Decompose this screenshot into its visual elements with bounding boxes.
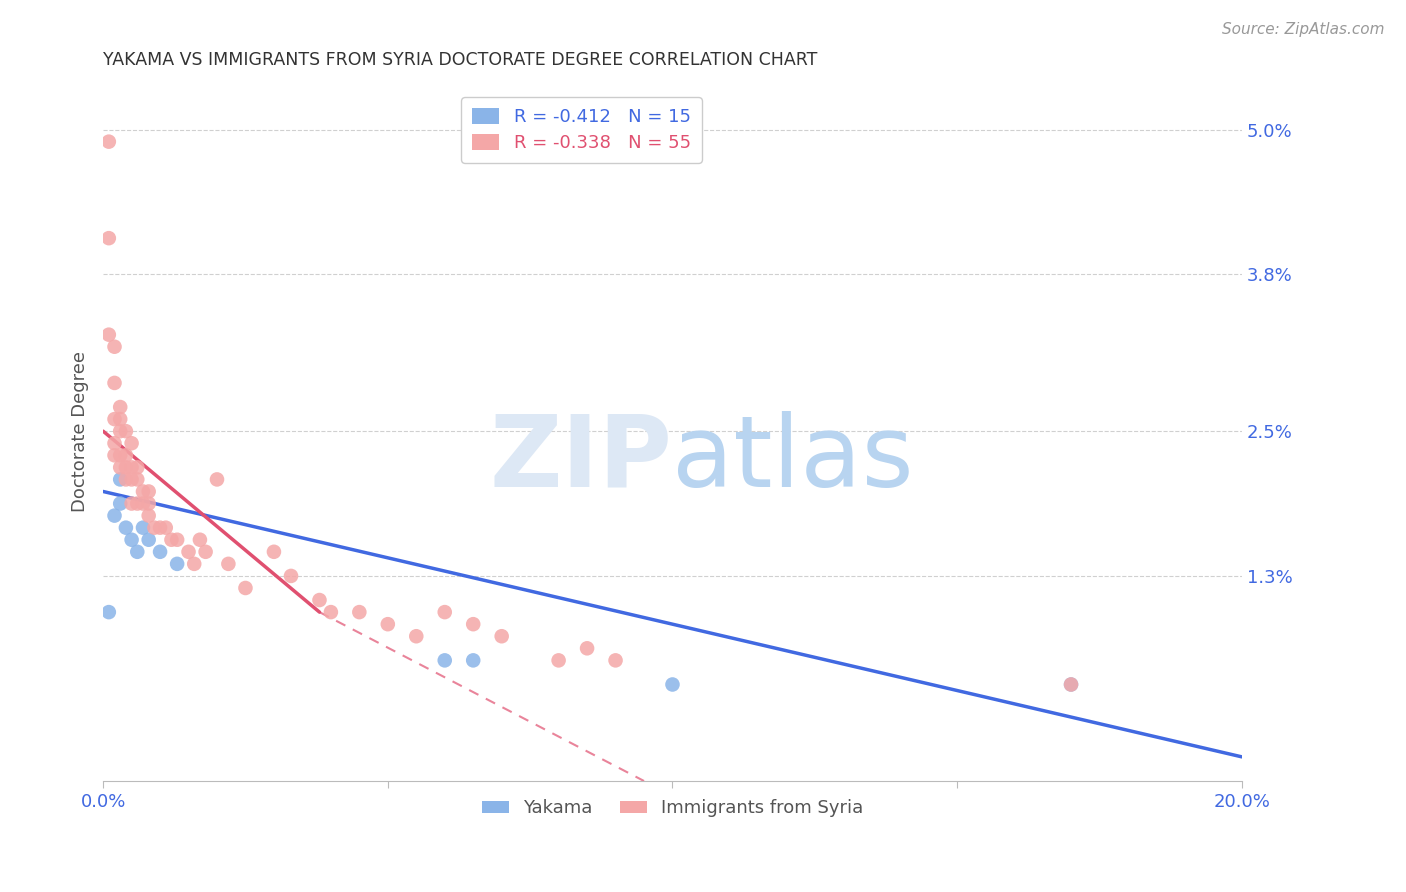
Point (491, 629, 513, 643)
Point (103, 340, 125, 354)
Point (377, 617, 399, 632)
Point (121, 497, 143, 511)
Text: atlas: atlas (672, 410, 914, 508)
Point (97, 231, 120, 245)
Point (132, 484, 155, 499)
Point (127, 460, 149, 475)
Point (1060, 677, 1083, 691)
Point (463, 653, 485, 667)
Point (108, 412, 131, 426)
Text: Source: ZipAtlas.com: Source: ZipAtlas.com (1222, 22, 1385, 37)
Point (166, 533, 188, 547)
Point (121, 460, 143, 475)
Point (1060, 677, 1083, 691)
Point (108, 497, 131, 511)
Point (127, 472, 149, 486)
Point (121, 533, 143, 547)
Point (166, 557, 188, 571)
Point (308, 593, 330, 607)
Point (121, 436, 143, 450)
Text: ZIP: ZIP (489, 410, 672, 508)
Point (349, 605, 371, 619)
Point (103, 412, 125, 426)
Point (108, 448, 131, 462)
Point (115, 460, 138, 475)
Point (194, 545, 217, 559)
Point (138, 484, 160, 499)
Point (115, 521, 138, 535)
Point (127, 497, 149, 511)
Point (121, 472, 143, 486)
Point (108, 400, 131, 414)
Point (143, 521, 166, 535)
Point (115, 472, 138, 486)
Point (605, 653, 627, 667)
Legend: Yakama, Immigrants from Syria: Yakama, Immigrants from Syria (474, 792, 870, 824)
Point (576, 641, 599, 656)
Point (103, 508, 125, 523)
Point (217, 557, 239, 571)
Point (263, 545, 285, 559)
Point (183, 557, 205, 571)
Point (160, 533, 183, 547)
Point (149, 521, 172, 535)
Point (188, 533, 211, 547)
Point (319, 605, 342, 619)
Point (108, 460, 131, 475)
Point (138, 508, 160, 523)
Point (149, 545, 172, 559)
Point (103, 448, 125, 462)
Point (205, 472, 228, 486)
Point (405, 629, 427, 643)
Point (103, 376, 125, 390)
Point (132, 521, 155, 535)
Point (108, 472, 131, 486)
Point (127, 545, 149, 559)
Point (138, 533, 160, 547)
Point (97, 327, 120, 342)
Point (433, 605, 456, 619)
Point (280, 569, 302, 583)
Point (235, 581, 257, 595)
Point (97, 135, 120, 149)
Point (108, 424, 131, 438)
Point (661, 677, 683, 691)
Point (132, 497, 155, 511)
Point (138, 497, 160, 511)
Point (177, 545, 200, 559)
Point (433, 653, 456, 667)
Point (97, 605, 120, 619)
Text: YAKAMA VS IMMIGRANTS FROM SYRIA DOCTORATE DEGREE CORRELATION CHART: YAKAMA VS IMMIGRANTS FROM SYRIA DOCTORAT… (103, 51, 817, 69)
Point (463, 617, 485, 632)
Point (115, 448, 138, 462)
Point (115, 424, 138, 438)
Point (155, 521, 177, 535)
Point (103, 436, 125, 450)
Point (547, 653, 569, 667)
Y-axis label: Doctorate Degree: Doctorate Degree (72, 351, 89, 512)
